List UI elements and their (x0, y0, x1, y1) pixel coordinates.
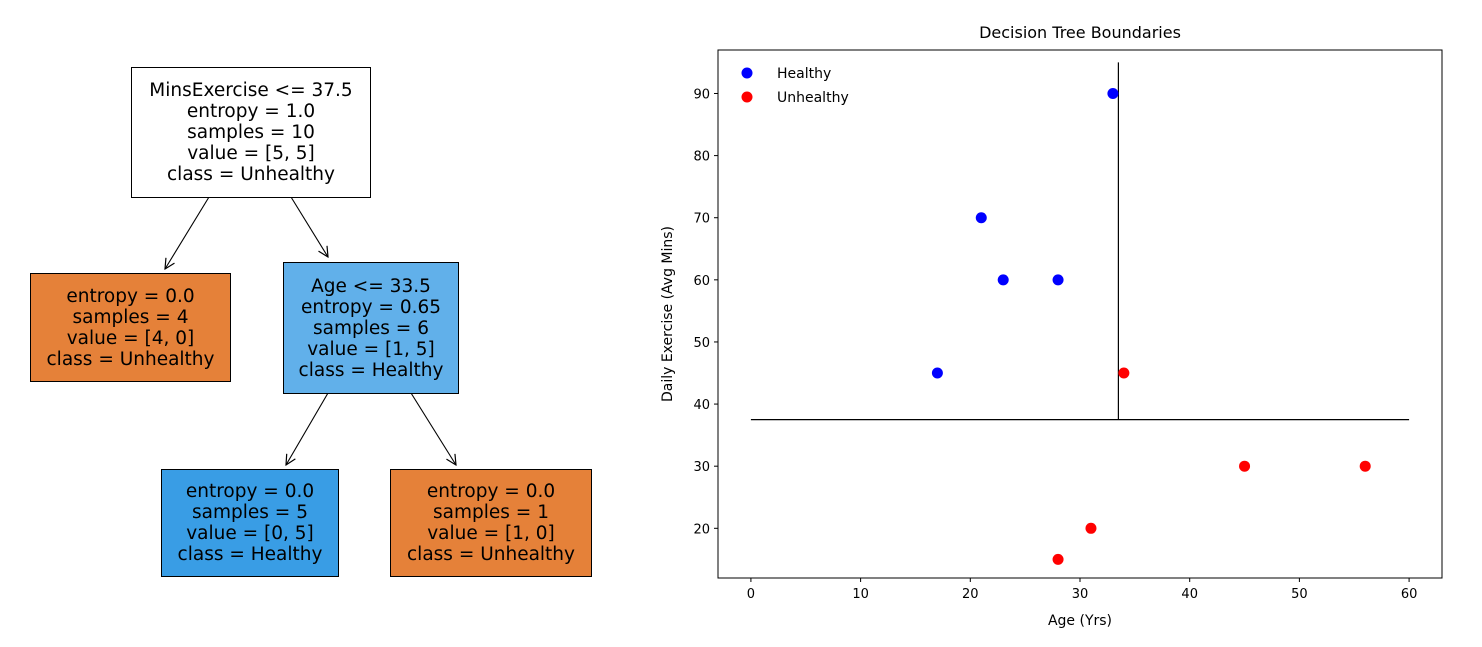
legend-label-unhealthy: Unhealthy (777, 90, 849, 106)
y-tick-label: 30 (693, 460, 710, 475)
y-tick-label: 80 (693, 150, 710, 165)
plot-area-frame (717, 49, 1443, 579)
tree-node-root-line-1: MinsExercise <= 37.5 (149, 80, 353, 101)
tree-node-root-line-3: samples = 10 (187, 122, 315, 143)
tree-node-root-line-2: entropy = 1.0 (186, 101, 316, 122)
tree-node-right: Age <= 33.5 entropy = 0.65 samples = 6 v… (283, 262, 459, 394)
x-tick-label: 0 (747, 587, 755, 602)
tree-node-root-line-5: class = Unhealthy (167, 164, 335, 185)
chart-title: Decision Tree Boundaries (979, 23, 1181, 42)
x-axis-ticks: 0 10 20 30 40 50 60 (747, 578, 1418, 602)
tree-node-left-line-3: value = [4, 0] (66, 327, 195, 349)
point-healthy (1107, 87, 1119, 99)
tree-node-root: MinsExercise <= 37.5 entropy = 1.0 sampl… (131, 67, 371, 198)
tree-edge-root-left (165, 196, 210, 269)
point-unhealthy (1239, 460, 1251, 472)
tree-edge-root-right (290, 196, 328, 257)
tree-node-right-line-1: Age <= 33.5 (311, 275, 431, 297)
tree-node-right-left: entropy = 0.0 samples = 5 value = [0, 5]… (161, 469, 339, 577)
point-healthy (1052, 274, 1064, 286)
legend: Healthy Unhealthy (741, 66, 849, 106)
tree-node-right-line-4: value = [1, 5] (307, 338, 435, 360)
tree-node-right-left-line-3: value = [0, 5] (186, 523, 314, 544)
x-tick-label: 10 (852, 587, 869, 602)
y-tick-label: 50 (693, 336, 710, 351)
tree-node-left-line-4: class = Unhealthy (46, 348, 215, 370)
tree-node-right-left-line-2: samples = 5 (192, 502, 308, 523)
point-unhealthy (1359, 460, 1371, 472)
y-axis-ticks: 20 30 40 50 60 70 80 90 (693, 87, 718, 537)
point-healthy (975, 212, 987, 224)
point-unhealthy (1085, 522, 1097, 534)
data-points (931, 87, 1371, 565)
legend-marker-unhealthy (741, 91, 753, 103)
tree-node-right-left-line-4: class = Healthy (177, 544, 323, 565)
decision-boundaries (750, 62, 1410, 421)
tree-node-left-line-2: samples = 4 (72, 306, 189, 328)
y-axis-label: Daily Exercise (Avg Mins) (660, 226, 676, 402)
tree-node-right-right-line-1: entropy = 0.0 (426, 481, 556, 502)
tree-edge-right-rightleft (286, 392, 329, 465)
tree-node-right-line-5: class = Healthy (298, 359, 444, 381)
tree-node-right-line-2: entropy = 0.65 (300, 296, 442, 318)
tree-node-right-right: entropy = 0.0 samples = 1 value = [1, 0]… (390, 469, 592, 577)
tree-node-right-right-line-4: class = Unhealthy (407, 544, 575, 565)
tree-node-right-left-line-1: entropy = 0.0 (185, 481, 315, 502)
y-tick-label: 40 (693, 398, 710, 413)
x-tick-label: 30 (1072, 587, 1089, 602)
tree-node-left-line-1: entropy = 0.0 (66, 285, 195, 307)
legend-label-healthy: Healthy (777, 66, 831, 82)
tree-node-right-right-line-2: samples = 1 (433, 502, 549, 523)
point-healthy (931, 367, 943, 379)
y-tick-label: 90 (693, 87, 710, 102)
x-tick-label: 20 (962, 587, 979, 602)
point-healthy (997, 274, 1009, 286)
x-tick-label: 60 (1401, 587, 1418, 602)
y-tick-label: 20 (693, 522, 710, 537)
x-tick-label: 50 (1291, 587, 1308, 602)
y-tick-label: 70 (693, 212, 710, 227)
x-axis-label: Age (Yrs) (1048, 613, 1112, 629)
tree-node-root-line-4: value = [5, 5] (187, 143, 315, 164)
legend-marker-healthy (741, 67, 753, 79)
x-tick-label: 40 (1181, 587, 1198, 602)
tree-node-right-line-3: samples = 6 (313, 317, 429, 339)
tree-edge-right-rightright (410, 392, 456, 465)
point-unhealthy (1052, 553, 1064, 565)
y-tick-label: 60 (693, 274, 710, 289)
tree-node-right-right-line-3: value = [1, 0] (427, 523, 555, 544)
point-unhealthy (1118, 367, 1130, 379)
tree-node-left: entropy = 0.0 samples = 4 value = [4, 0]… (30, 273, 231, 382)
